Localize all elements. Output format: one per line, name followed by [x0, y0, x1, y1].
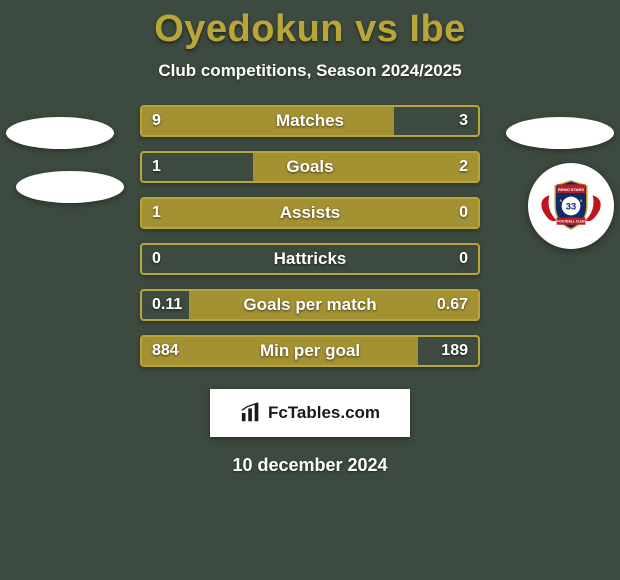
stat-row: Hattricks0 0	[140, 243, 480, 275]
chart-bars-icon	[240, 402, 262, 424]
brand-logo: FcTables.com	[240, 402, 380, 424]
stat-value-left: 0.11	[142, 291, 192, 319]
right-club-badge-ellipse	[506, 117, 614, 149]
stat-row: Min per goal884189	[140, 335, 480, 367]
stat-value-left: 884	[142, 337, 189, 365]
crest-bottom-text: FOOTBALL CLUB	[557, 220, 585, 224]
stat-row: Matches93	[140, 105, 480, 137]
brand-box: FcTables.com	[210, 389, 410, 437]
stat-row: Assists10	[140, 197, 480, 229]
stat-bars: Matches93Goals12Assists10Hattricks00Goal…	[140, 105, 480, 367]
stat-value-right: 189	[431, 337, 478, 365]
brand-text: FcTables.com	[268, 403, 380, 423]
left-club-badge-1	[6, 117, 114, 149]
infographic-root: Oyedokun vs Ibe Club competitions, Seaso…	[0, 0, 620, 580]
stat-fill-right	[253, 153, 478, 181]
stat-value-left: 9	[142, 107, 171, 135]
stat-value-right: 3	[449, 107, 478, 135]
stat-row: Goals12	[140, 151, 480, 183]
stat-value-right: 0.67	[427, 291, 478, 319]
page-title: Oyedokun vs Ibe	[154, 8, 466, 51]
right-club-crest: REMO STARS 33 FOOTBALL CLUB	[528, 163, 614, 249]
stat-value-right: 2	[449, 153, 478, 181]
subtitle: Club competitions, Season 2024/2025	[158, 61, 461, 81]
stat-value-left: 1	[142, 153, 171, 181]
stat-row: Goals per match0.110.67	[140, 289, 480, 321]
left-club-badge-2	[16, 171, 124, 203]
date-label: 10 december 2024	[232, 455, 387, 476]
remo-stars-crest-icon: REMO STARS 33 FOOTBALL CLUB	[535, 170, 607, 242]
stat-value-right: 0	[449, 199, 478, 227]
stat-fill-left	[142, 107, 394, 135]
stat-value-right: 0	[449, 245, 478, 273]
stat-fill-left	[142, 199, 478, 227]
comparison-chart: REMO STARS 33 FOOTBALL CLUB Matches93Goa…	[0, 105, 620, 367]
stat-label: Hattricks	[142, 245, 478, 273]
stat-value-left: 0	[142, 245, 171, 273]
crest-top-text: REMO STARS	[558, 187, 584, 192]
crest-center-num: 33	[566, 202, 576, 212]
stat-value-left: 1	[142, 199, 171, 227]
